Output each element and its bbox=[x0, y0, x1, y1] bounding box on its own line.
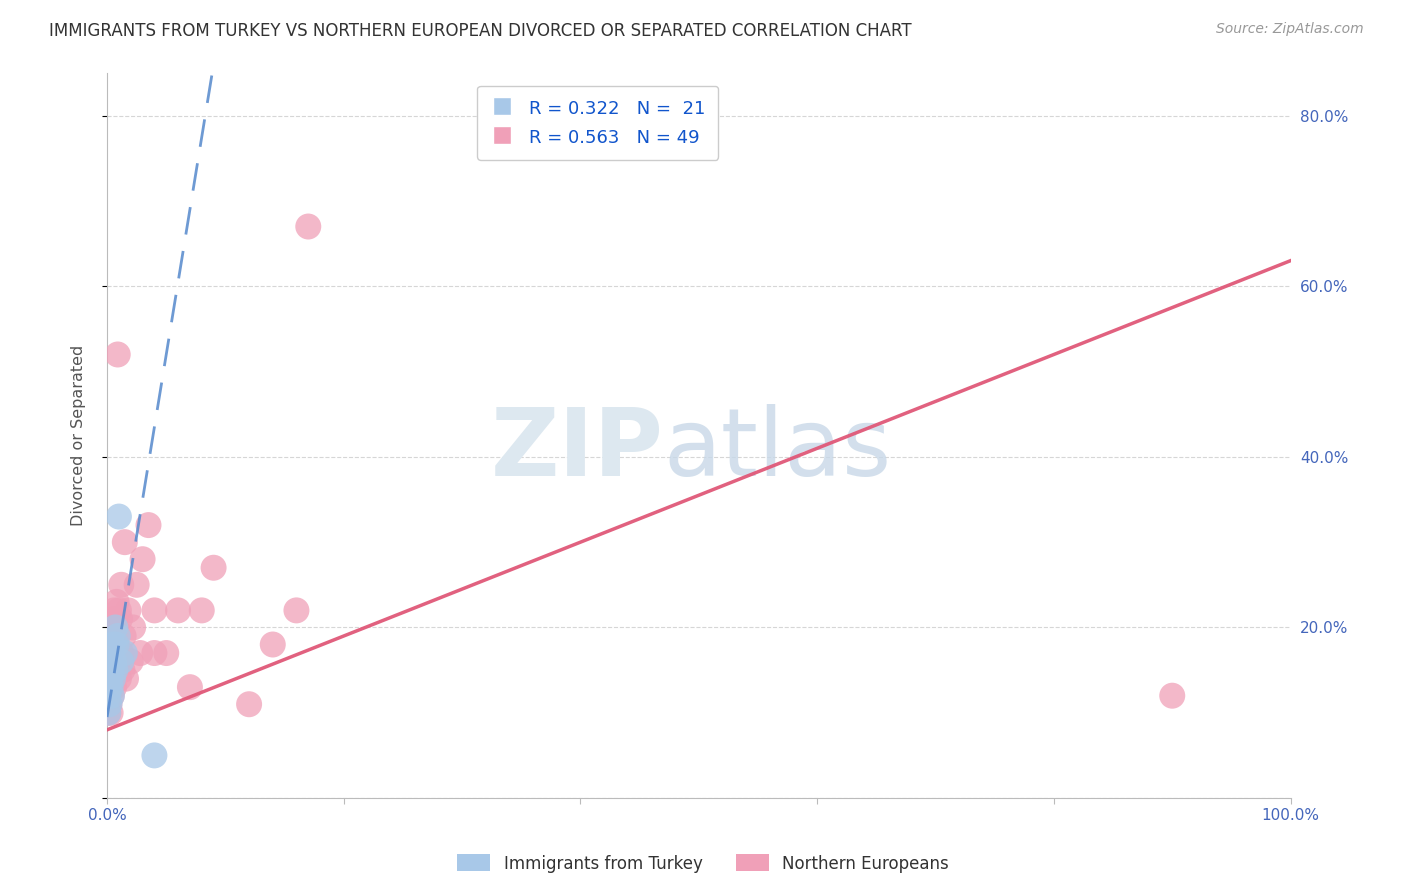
Point bbox=[97, 689, 120, 703]
Point bbox=[100, 672, 122, 686]
Point bbox=[103, 603, 125, 617]
Point bbox=[143, 603, 166, 617]
Point bbox=[105, 638, 128, 652]
Text: atlas: atlas bbox=[664, 404, 891, 496]
Point bbox=[107, 629, 129, 643]
Point bbox=[101, 663, 124, 677]
Point bbox=[110, 655, 132, 669]
Point bbox=[143, 748, 166, 763]
Point bbox=[117, 603, 139, 617]
Point bbox=[98, 672, 121, 686]
Point bbox=[101, 689, 124, 703]
Point bbox=[262, 638, 284, 652]
Point bbox=[100, 646, 122, 660]
Point bbox=[97, 689, 120, 703]
Point bbox=[1161, 689, 1184, 703]
Point bbox=[105, 638, 128, 652]
Point bbox=[129, 646, 152, 660]
Point bbox=[98, 655, 121, 669]
Legend: R = 0.322   N =  21, R = 0.563   N = 49: R = 0.322 N = 21, R = 0.563 N = 49 bbox=[477, 86, 718, 160]
Point bbox=[131, 552, 153, 566]
Point bbox=[104, 612, 127, 626]
Point bbox=[108, 672, 131, 686]
Point bbox=[202, 560, 225, 574]
Point bbox=[97, 706, 120, 720]
Point bbox=[110, 646, 132, 660]
Point bbox=[100, 663, 122, 677]
Point bbox=[97, 672, 120, 686]
Point bbox=[97, 706, 120, 720]
Point bbox=[110, 578, 132, 592]
Point bbox=[98, 697, 121, 711]
Text: Source: ZipAtlas.com: Source: ZipAtlas.com bbox=[1216, 22, 1364, 37]
Point bbox=[108, 612, 131, 626]
Point bbox=[179, 680, 201, 694]
Point bbox=[103, 680, 125, 694]
Point bbox=[122, 620, 145, 634]
Point bbox=[138, 518, 160, 533]
Point bbox=[100, 706, 122, 720]
Point bbox=[107, 347, 129, 361]
Point bbox=[104, 663, 127, 677]
Legend: Immigrants from Turkey, Northern Europeans: Immigrants from Turkey, Northern Europea… bbox=[450, 847, 956, 880]
Y-axis label: Divorced or Separated: Divorced or Separated bbox=[72, 345, 86, 526]
Point bbox=[167, 603, 190, 617]
Point bbox=[101, 638, 124, 652]
Point bbox=[155, 646, 177, 660]
Point bbox=[108, 603, 131, 617]
Point bbox=[101, 620, 124, 634]
Point bbox=[104, 663, 127, 677]
Text: ZIP: ZIP bbox=[491, 404, 664, 496]
Point bbox=[100, 680, 122, 694]
Point bbox=[112, 629, 135, 643]
Point bbox=[143, 646, 166, 660]
Point bbox=[98, 680, 121, 694]
Text: IMMIGRANTS FROM TURKEY VS NORTHERN EUROPEAN DIVORCED OR SEPARATED CORRELATION CH: IMMIGRANTS FROM TURKEY VS NORTHERN EUROP… bbox=[49, 22, 912, 40]
Point bbox=[114, 646, 136, 660]
Point bbox=[101, 672, 124, 686]
Point bbox=[111, 663, 134, 677]
Point bbox=[101, 629, 124, 643]
Point bbox=[103, 655, 125, 669]
Point bbox=[104, 620, 127, 634]
Point bbox=[105, 595, 128, 609]
Point bbox=[190, 603, 212, 617]
Point bbox=[98, 697, 121, 711]
Point bbox=[125, 578, 148, 592]
Point bbox=[108, 509, 131, 524]
Point bbox=[101, 689, 124, 703]
Point bbox=[98, 655, 121, 669]
Point bbox=[120, 655, 142, 669]
Point bbox=[238, 697, 260, 711]
Point bbox=[297, 219, 319, 234]
Point bbox=[107, 655, 129, 669]
Point bbox=[101, 672, 124, 686]
Point bbox=[114, 535, 136, 549]
Point bbox=[100, 638, 122, 652]
Point bbox=[115, 672, 138, 686]
Point bbox=[285, 603, 308, 617]
